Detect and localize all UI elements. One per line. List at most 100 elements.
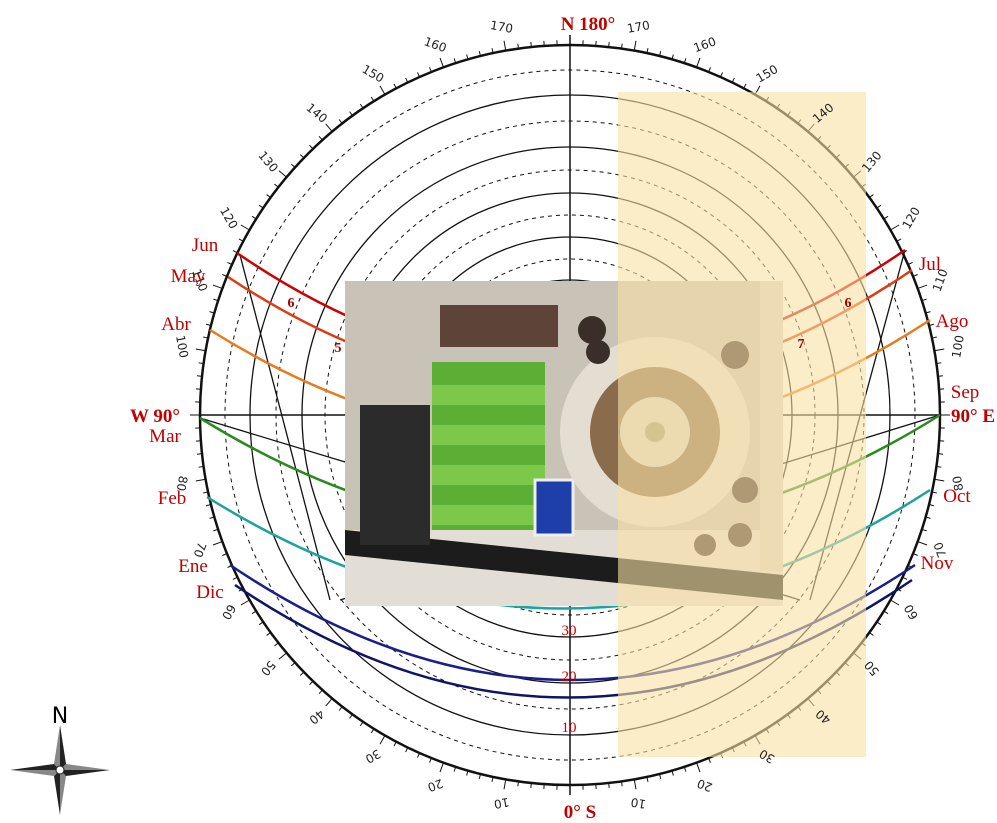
azimuth-tick bbox=[608, 42, 610, 48]
month-label: Ago bbox=[936, 311, 969, 332]
azimuth-label: 60 bbox=[901, 602, 921, 622]
azimuth-tick bbox=[936, 362, 942, 365]
azimuth-tick bbox=[198, 465, 204, 468]
azimuth-tick bbox=[731, 77, 735, 83]
azimuth-label: 70 bbox=[931, 540, 949, 559]
month-label: Jun bbox=[192, 235, 219, 256]
west-label: W 90° bbox=[130, 406, 180, 427]
azimuth-tick bbox=[671, 770, 674, 776]
azimuth-label: 100 bbox=[949, 334, 967, 359]
azimuth-tick bbox=[869, 632, 874, 636]
azimuth-tick bbox=[251, 610, 257, 615]
azimuth-tick bbox=[659, 773, 662, 779]
azimuth-label: 10 bbox=[630, 795, 647, 811]
south-label: 0° S bbox=[564, 802, 596, 823]
azimuth-tick bbox=[659, 51, 662, 57]
azimuth-tick bbox=[274, 183, 279, 188]
azimuth-tick bbox=[902, 576, 908, 580]
azimuth-tick bbox=[379, 85, 386, 95]
azimuth-tick bbox=[934, 478, 945, 482]
azimuth-tick bbox=[921, 298, 927, 302]
azimuth-tick bbox=[912, 274, 918, 277]
azimuth-tick bbox=[258, 204, 264, 209]
azimuth-tick bbox=[696, 762, 701, 773]
azimuth-tick bbox=[299, 671, 305, 676]
azimuth-tick bbox=[646, 48, 649, 54]
highlight-overlay bbox=[618, 92, 866, 757]
hour-label: 6 bbox=[288, 296, 295, 311]
azimuth-tick bbox=[278, 652, 287, 660]
month-label: Feb bbox=[158, 488, 187, 509]
azimuth-tick bbox=[349, 714, 353, 719]
altitude-label: 20 bbox=[562, 669, 577, 685]
azimuth-tick bbox=[453, 766, 457, 772]
azimuth-tick bbox=[466, 770, 469, 776]
azimuth-tick bbox=[417, 72, 420, 78]
azimuth-tick bbox=[491, 776, 494, 782]
azimuth-label: 120 bbox=[217, 205, 241, 232]
azimuth-label: 150 bbox=[754, 62, 781, 86]
azimuth-label: 60 bbox=[219, 602, 239, 622]
azimuth-tick bbox=[195, 348, 206, 352]
azimuth-label: 170 bbox=[626, 18, 651, 36]
azimuth-tick bbox=[212, 541, 223, 546]
azimuth-tick bbox=[266, 632, 271, 636]
azimuth-label: 80 bbox=[950, 475, 966, 492]
azimuth-tick bbox=[266, 194, 271, 198]
azimuth-tick bbox=[318, 135, 323, 141]
azimuth-tick bbox=[238, 238, 244, 242]
azimuth-label: 20 bbox=[426, 776, 445, 794]
azimuth-tick bbox=[206, 504, 212, 507]
azimuth-label: 10 bbox=[493, 795, 510, 811]
azimuth-label: 160 bbox=[422, 34, 448, 55]
azimuth-tick bbox=[608, 782, 610, 788]
azimuth-tick bbox=[359, 721, 364, 727]
azimuth-tick bbox=[633, 40, 637, 51]
month-label: Jul bbox=[919, 254, 941, 275]
azimuth-tick bbox=[349, 111, 353, 116]
hour-label: 6 bbox=[845, 296, 852, 311]
hour-label: 5 bbox=[335, 341, 342, 356]
azimuth-tick bbox=[325, 698, 333, 707]
azimuth-tick bbox=[743, 83, 747, 89]
altitude-label: 30 bbox=[562, 623, 577, 639]
azimuth-tick bbox=[258, 621, 264, 626]
azimuth-tick bbox=[338, 706, 343, 711]
azimuth-tick bbox=[883, 215, 889, 220]
azimuth-tick bbox=[503, 40, 507, 51]
azimuth-tick bbox=[708, 67, 711, 73]
azimuth-tick bbox=[937, 375, 943, 377]
azimuth-tick bbox=[928, 504, 934, 507]
azimuth-tick bbox=[917, 284, 928, 289]
azimuth-tick bbox=[278, 170, 287, 178]
azimuth-label: 160 bbox=[692, 34, 718, 55]
azimuth-tick bbox=[197, 453, 203, 455]
azimuth-tick bbox=[517, 43, 520, 49]
month-label: Mar bbox=[149, 426, 181, 447]
azimuth-label: 40 bbox=[306, 707, 327, 728]
azimuth-label: 130 bbox=[255, 148, 280, 175]
azimuth-tick bbox=[896, 238, 902, 242]
azimuth-tick bbox=[325, 123, 333, 132]
azimuth-tick bbox=[517, 781, 520, 787]
azimuth-tick bbox=[530, 42, 532, 48]
azimuth-tick bbox=[198, 362, 204, 365]
north-label: N 180° bbox=[561, 14, 616, 35]
azimuth-tick bbox=[212, 284, 223, 289]
azimuth-tick bbox=[209, 516, 215, 519]
azimuth-label: 80 bbox=[174, 475, 190, 492]
east-label: 90° E bbox=[951, 406, 995, 427]
compass-rose bbox=[10, 725, 110, 815]
azimuth-tick bbox=[240, 599, 250, 606]
azimuth-tick bbox=[309, 144, 314, 150]
azimuth-tick bbox=[478, 51, 481, 57]
azimuth-label: 120 bbox=[899, 205, 923, 232]
azimuth-tick bbox=[240, 224, 250, 231]
altitude-label: 10 bbox=[562, 720, 577, 736]
azimuth-tick bbox=[213, 528, 219, 532]
azimuth-tick bbox=[206, 323, 212, 326]
azimuth-tick bbox=[203, 336, 209, 339]
azimuth-tick bbox=[222, 553, 228, 556]
azimuth-tick bbox=[274, 642, 279, 647]
azimuth-tick bbox=[453, 58, 457, 64]
